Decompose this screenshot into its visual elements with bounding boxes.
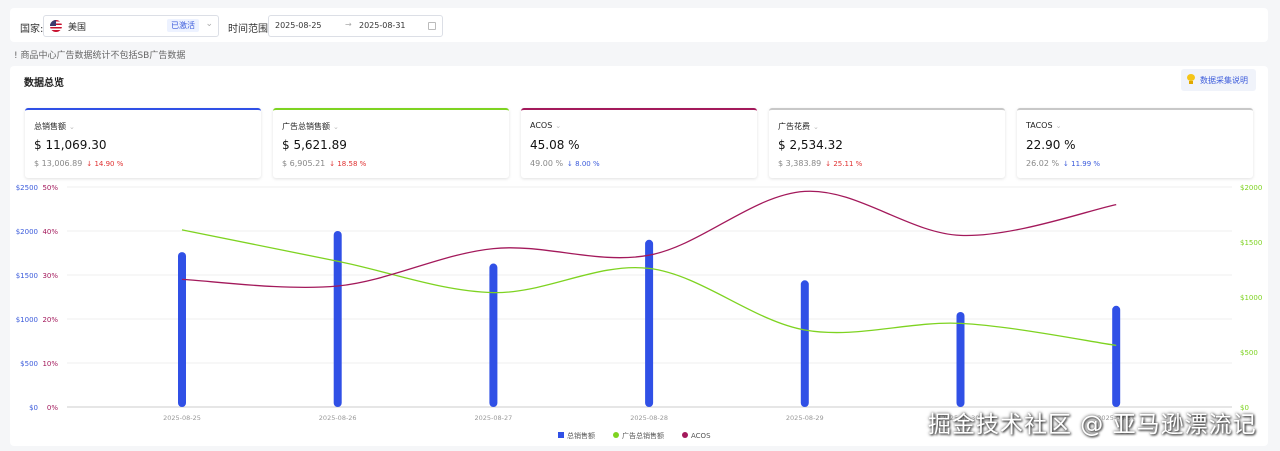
card-previous: $ 3,383.89 ↓ 25.11 %	[778, 159, 863, 168]
arrow-right-icon: →	[345, 20, 352, 29]
card-value: $ 11,069.30	[34, 138, 107, 152]
x-tick-label: 2025-08-29	[786, 414, 824, 422]
card-value: $ 2,534.32	[778, 138, 843, 152]
y-tick-label-acos: 10%	[42, 360, 58, 368]
y-tick-label-sales: $1000	[16, 316, 38, 324]
legend-swatch	[682, 432, 688, 438]
legend-swatch	[613, 432, 619, 438]
card-previous: 49.00 % ↓ 8.00 %	[530, 159, 600, 168]
metric-card-acos[interactable]: ACOS ⌄ 45.08 % 49.00 % ↓ 8.00 %	[521, 108, 757, 178]
date-start[interactable]: 2025-08-25	[275, 21, 322, 30]
metric-card-tacos[interactable]: TACOS ⌄ 22.90 % 26.02 % ↓ 11.99 %	[1017, 108, 1253, 178]
y-tick-label-acos: 50%	[42, 184, 58, 192]
metric-card-ad-spend[interactable]: 广告花费 ⌄ $ 2,534.32 $ 3,383.89 ↓ 25.11 %	[769, 108, 1005, 178]
change-indicator: ↓ 18.58 %	[329, 160, 367, 168]
bar-total-sales	[178, 252, 186, 407]
card-label: TACOS ⌄	[1026, 121, 1062, 130]
card-label: ACOS ⌄	[530, 121, 562, 130]
change-indicator: ↓ 25.11 %	[825, 160, 863, 168]
y-tick-label-sales: $2000	[16, 228, 38, 236]
country-value: 美国	[68, 23, 87, 33]
overview-panel: 数据总览 数据采集说明 总销售额 ⌄ $ 11,069.30 $ 13,006.8…	[10, 66, 1268, 446]
y-tick-label-sales: $2500	[16, 184, 38, 192]
legend-label: ACOS	[691, 432, 711, 440]
bar-total-sales	[1112, 305, 1121, 407]
change-indicator: ↓ 14.90 %	[86, 160, 124, 168]
card-previous: $ 6,905.21 ↓ 18.58 %	[282, 159, 367, 168]
bar-total-sales	[800, 280, 809, 407]
y-tick-label-sales: $0	[29, 404, 38, 412]
legend-swatch	[558, 432, 564, 438]
chevron-down-icon: ⌄	[1055, 122, 1062, 130]
x-tick-label: 2025-08-26	[319, 414, 357, 422]
help-button-label: 数据采集说明	[1200, 76, 1248, 85]
metric-card-total-sales[interactable]: 总销售额 ⌄ $ 11,069.30 $ 13,006.89 ↓ 14.90 %	[25, 108, 261, 178]
y-tick-label-right: $0	[1240, 404, 1249, 412]
bar-total-sales	[489, 263, 498, 407]
chevron-down-icon: ⌄	[555, 122, 562, 130]
y-tick-label-acos: 0%	[47, 404, 58, 412]
card-value: 22.90 %	[1026, 138, 1076, 152]
us-flag-icon	[50, 20, 62, 32]
y-tick-label-acos: 20%	[42, 316, 58, 324]
y-tick-label-right: $500	[1240, 349, 1258, 357]
watermark: 掘金技术社区 @ 亚马逊漂流记	[928, 412, 1257, 438]
chevron-down-icon: ⌄	[205, 19, 213, 29]
x-tick-label: 2025-08-27	[475, 414, 513, 422]
card-value: $ 5,621.89	[282, 138, 347, 152]
date-end[interactable]: 2025-08-31	[359, 21, 406, 30]
status-badge: 已激活	[167, 19, 199, 32]
change-indicator: ↓ 11.99 %	[1063, 160, 1101, 168]
x-tick-label: 2025-08-28	[630, 414, 668, 422]
x-tick-label: 2025-08-30	[942, 414, 980, 422]
x-tick-label: 2025-08-25	[163, 414, 201, 422]
card-value: 45.08 %	[530, 138, 580, 152]
data-collection-help-button[interactable]: 数据采集说明	[1181, 69, 1256, 91]
overview-title: 数据总览	[24, 78, 64, 89]
date-range-picker[interactable]: 2025-08-25 → 2025-08-31	[268, 15, 443, 37]
country-label: 国家:	[20, 24, 44, 35]
filter-bar: 国家: 美国 已激活 ⌄ 时间范围: 2025-08-25 → 2025-08-…	[10, 8, 1268, 42]
calendar-icon	[428, 22, 436, 30]
y-tick-label-right: $1500	[1240, 239, 1262, 247]
card-label: 总销售额 ⌄	[34, 122, 75, 131]
y-tick-label-acos: 40%	[42, 228, 58, 236]
x-tick-label: 2025-08-31	[1097, 414, 1135, 422]
card-previous: $ 13,006.89 ↓ 14.90 %	[34, 159, 124, 168]
lightbulb-icon	[1187, 74, 1195, 84]
notice-text: ! 商品中心广告数据统计不包括SB广告数据	[14, 51, 186, 61]
series-line-acos	[181, 190, 1117, 288]
bar-total-sales	[645, 239, 654, 407]
date-range-label: 时间范围:	[228, 24, 272, 35]
sales-chart[interactable]: $0 $500 $1000 $1500 $2000 $2500 0% 10% 20% 30% 40%…	[0, 176, 1280, 451]
y-tick-label-acos: 30%	[42, 272, 58, 280]
chevron-down-icon: ⌄	[333, 123, 339, 131]
card-label: 广告总销售额 ⌄	[282, 122, 339, 131]
chevron-down-icon: ⌄	[69, 123, 75, 131]
bar-total-sales	[333, 231, 342, 407]
metric-card-ad-sales[interactable]: 广告总销售额 ⌄ $ 5,621.89 $ 6,905.21 ↓ 18.58 %	[273, 108, 509, 178]
y-tick-label-sales: $1500	[16, 272, 38, 280]
y-tick-label-right: $1000	[1240, 294, 1262, 302]
card-previous: 26.02 % ↓ 11.99 %	[1026, 159, 1101, 168]
series-line-ad-sales	[181, 229, 1117, 347]
legend-label: 广告总销售额	[622, 431, 664, 440]
y-tick-label-right: $2000	[1240, 184, 1262, 192]
y-tick-label-sales: $500	[20, 360, 38, 368]
card-label: 广告花费 ⌄	[778, 122, 819, 131]
bar-total-sales	[956, 311, 965, 407]
legend-label: 总销售额	[567, 431, 595, 440]
change-indicator: ↓ 8.00 %	[567, 160, 600, 168]
country-select[interactable]: 美国 已激活 ⌄	[43, 15, 219, 37]
chevron-down-icon: ⌄	[813, 123, 819, 131]
